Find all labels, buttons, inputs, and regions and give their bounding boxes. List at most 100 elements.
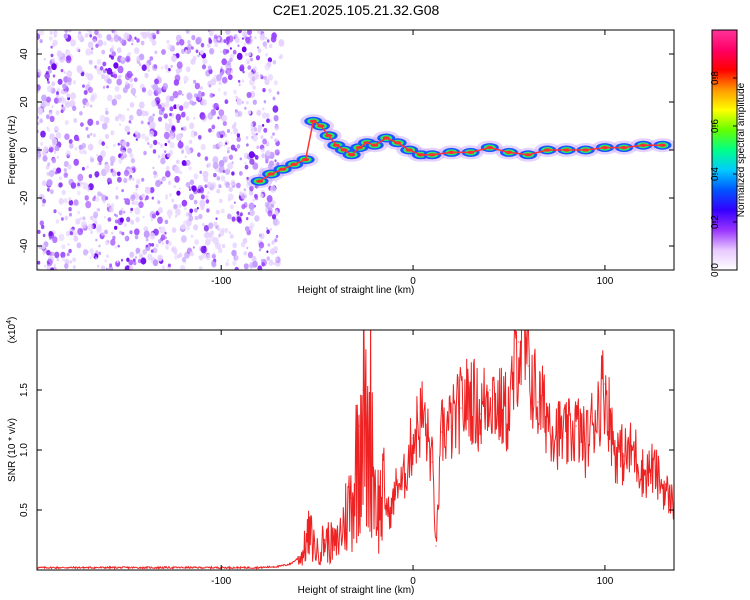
noise-speckle (250, 73, 253, 77)
noise-speckle (134, 207, 141, 215)
noise-speckle (68, 207, 72, 212)
noise-speckle (105, 110, 109, 115)
noise-speckle (222, 48, 228, 55)
snr-point (594, 413, 597, 415)
noise-speckle (168, 241, 172, 246)
noise-speckle (51, 158, 57, 164)
noise-speckle (236, 144, 241, 149)
noise-speckle (216, 176, 221, 181)
noise-speckle (261, 33, 265, 38)
noise-speckle (106, 203, 111, 208)
noise-speckle (149, 187, 155, 193)
noise-speckle (55, 171, 58, 175)
snr-y-tick-label: 1.5 (19, 383, 30, 397)
noise-speckle (116, 47, 122, 54)
noise-speckle (275, 234, 279, 239)
snr-point (527, 365, 529, 367)
snr-point (652, 467, 654, 469)
noise-speckle (267, 57, 273, 63)
noise-speckle (56, 156, 59, 159)
noise-speckle (147, 89, 153, 97)
noise-speckle (238, 30, 242, 34)
noise-speckle (87, 41, 94, 49)
noise-speckle (40, 130, 46, 138)
noise-speckle (252, 134, 258, 142)
noise-speckle (266, 39, 270, 43)
noise-speckle (106, 34, 112, 41)
noise-speckle (152, 149, 157, 154)
noise-speckle (278, 39, 285, 47)
noise-speckle (90, 230, 93, 234)
noise-speckle (219, 198, 223, 204)
noise-speckle (173, 204, 178, 210)
snr-point (632, 449, 635, 451)
noise-speckle (64, 263, 69, 269)
noise-speckle (161, 49, 166, 55)
noise-speckle (160, 157, 166, 165)
noise-speckle (194, 239, 199, 245)
noise-speckle (141, 64, 147, 71)
noise-speckle (66, 70, 73, 78)
noise-speckle (49, 30, 53, 35)
noise-speckle (253, 71, 260, 79)
noise-speckle (147, 253, 153, 261)
noise-speckle (248, 151, 255, 159)
noise-speckle (101, 49, 106, 55)
noise-speckle (123, 210, 126, 214)
noise-speckle (154, 50, 158, 55)
noise-speckle (202, 58, 208, 65)
noise-speckle (118, 74, 122, 79)
noise-speckle (67, 164, 72, 170)
noise-speckle (175, 68, 181, 75)
noise-speckle (222, 169, 226, 174)
noise-speckle (188, 188, 192, 192)
noise-speckle (227, 35, 234, 43)
snr-x-tick-label: -100 (211, 576, 231, 587)
noise-speckle (249, 158, 255, 165)
noise-speckle (125, 81, 129, 86)
noise-speckle (244, 226, 250, 232)
noise-speckle (188, 166, 192, 171)
snr-point (642, 473, 645, 475)
spectrogram-y-tick-label: 40 (19, 48, 30, 60)
noise-speckle (174, 74, 181, 82)
noise-speckle (211, 124, 216, 130)
noise-speckle (213, 172, 217, 178)
noise-speckle (73, 235, 79, 242)
noise-speckle (90, 132, 93, 136)
noise-speckle (43, 58, 46, 61)
noise-speckle (225, 68, 232, 75)
noise-speckle (164, 122, 168, 126)
noise-speckle (54, 251, 60, 259)
noise-speckle (63, 76, 69, 83)
noise-speckle (218, 88, 221, 92)
noise-speckle (147, 142, 150, 145)
noise-speckle (119, 140, 122, 144)
noise-speckle (102, 85, 106, 89)
noise-speckle (88, 86, 93, 94)
noise-speckle (205, 199, 210, 204)
noise-speckle (93, 195, 97, 199)
noise-speckle (192, 246, 195, 249)
noise-speckle (131, 201, 135, 205)
noise-speckle (113, 143, 116, 147)
noise-speckle (124, 236, 128, 240)
noise-speckle (157, 142, 161, 145)
noise-speckle (94, 30, 99, 36)
noise-speckle (206, 43, 211, 48)
noise-speckle (180, 264, 186, 270)
snr-point (613, 449, 616, 451)
noise-speckle (184, 155, 187, 158)
noise-speckle (68, 199, 74, 206)
noise-speckle (120, 155, 125, 161)
noise-speckle (227, 146, 231, 150)
noise-speckle (259, 233, 265, 240)
noise-speckle (193, 224, 199, 231)
noise-speckle (57, 97, 62, 103)
noise-speckle (135, 247, 141, 254)
noise-speckle (236, 216, 242, 223)
noise-speckle (38, 71, 42, 76)
noise-speckle (231, 161, 234, 165)
noise-speckle (73, 199, 79, 206)
noise-speckle (134, 234, 139, 240)
